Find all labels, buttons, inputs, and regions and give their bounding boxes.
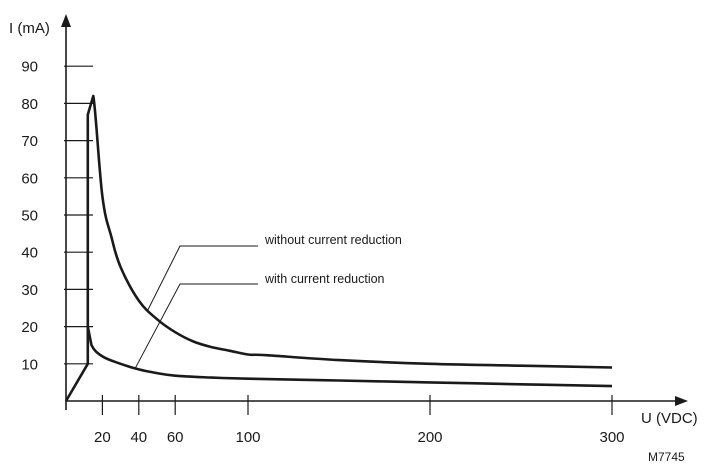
series-line-with-current-reduction — [86, 326, 613, 388]
x-tick-label: 300 — [599, 429, 624, 446]
x-tick-label: 60 — [167, 429, 184, 446]
y-tick-label: 60 — [21, 170, 38, 187]
annotation-label: with current reduction — [264, 272, 385, 286]
series — [64, 94, 613, 402]
x-tick-label: 40 — [130, 429, 147, 446]
axes — [61, 14, 688, 410]
annotation-label: without current reduction — [264, 233, 402, 247]
y-tick-label: 10 — [21, 356, 38, 373]
x-axis-title: U (VDC) — [641, 410, 698, 427]
x-axis-arrowhead — [675, 396, 688, 406]
y-tick-label: 80 — [21, 96, 38, 113]
ticks: 10 20 30 40 50 60 70 80 90 20 40 60 100 200 300 — [21, 59, 624, 446]
series-line-without-current-reduction — [64, 94, 613, 402]
annotation-leader-line — [147, 245, 258, 311]
y-tick-label: 50 — [21, 208, 38, 225]
figure-code: M7745 — [648, 450, 685, 464]
y-tick-label: 20 — [21, 319, 38, 336]
y-tick-label: 30 — [21, 282, 38, 299]
y-tick-label: 40 — [21, 245, 38, 262]
y-tick-label: 90 — [21, 59, 38, 76]
x-tick-label: 20 — [94, 429, 111, 446]
y-tick-label: 70 — [21, 133, 38, 150]
y-axis-arrowhead — [61, 14, 71, 27]
x-tick-label: 200 — [417, 429, 442, 446]
x-tick-label: 100 — [235, 429, 260, 446]
annotations: without current reduction with current re… — [134, 233, 402, 369]
annotation-leader-line — [134, 283, 258, 369]
y-axis-title: I (mA) — [9, 20, 50, 37]
